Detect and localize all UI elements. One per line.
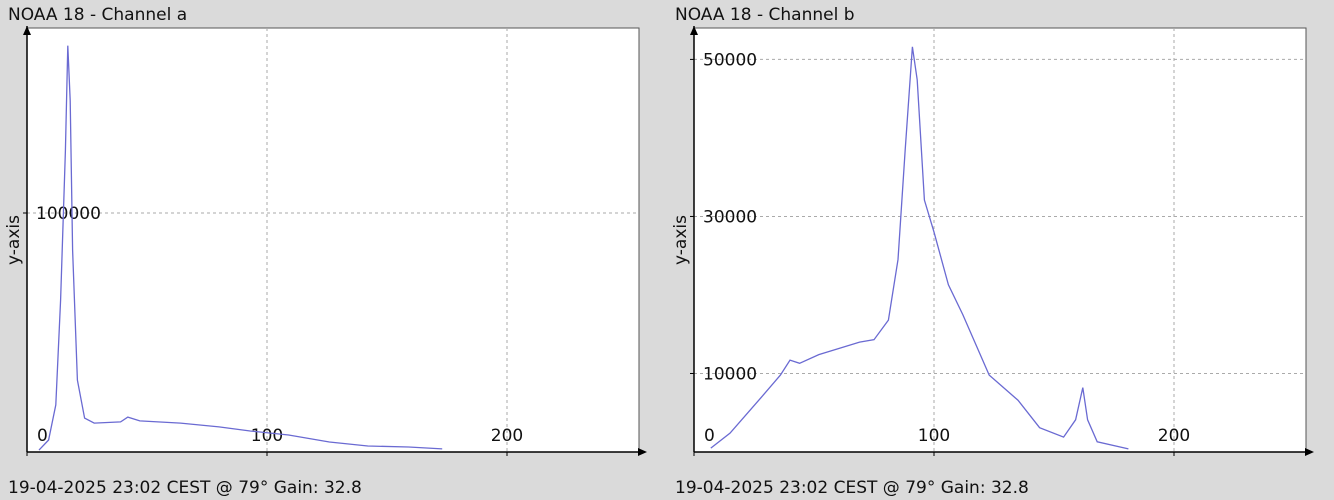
x-tick-label: 0 <box>704 426 715 446</box>
y-tick-label: 30000 <box>703 207 757 227</box>
y-axis-label: y-axis <box>671 215 691 265</box>
y-axis-arrow <box>23 26 31 35</box>
x-axis-arrow <box>1305 448 1314 456</box>
data-line <box>710 46 1129 450</box>
x-axis-arrow <box>638 448 647 456</box>
footer: 19-04-2025 23:02 CEST @ 79° Gain: 32.8 <box>675 478 1029 498</box>
y-tick-label: 100000 <box>36 204 101 224</box>
y-axis-label: y-axis <box>4 215 24 265</box>
chart-title: NOAA 18 - Channel a <box>8 5 187 25</box>
x-tick-label: 0 <box>37 426 48 446</box>
x-tick-label: 100 <box>918 426 950 446</box>
data-line <box>38 45 443 451</box>
plot-area <box>693 27 1307 453</box>
plot-area <box>26 27 640 453</box>
y-axis-arrow <box>690 26 698 35</box>
y-tick-label: 10000 <box>703 364 757 384</box>
x-tick-label: 200 <box>1158 426 1190 446</box>
footer: 19-04-2025 23:02 CEST @ 79° Gain: 32.8 <box>8 478 362 498</box>
y-tick-label: 50000 <box>703 50 757 70</box>
chart-title: NOAA 18 - Channel b <box>675 5 855 25</box>
x-tick-label: 100 <box>251 426 283 446</box>
x-tick-label: 200 <box>491 426 523 446</box>
